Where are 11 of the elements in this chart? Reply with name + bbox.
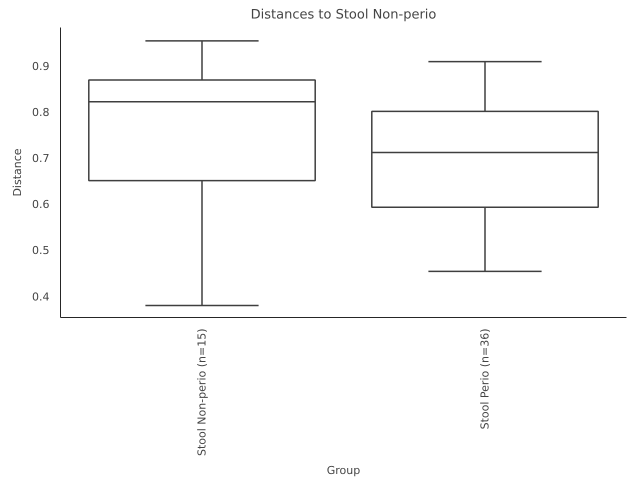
y-tick-label: 0.8	[32, 106, 50, 119]
y-axis-title: Distance	[11, 148, 24, 197]
x-tick-label: Stool Perio (n=36)	[478, 328, 492, 430]
y-tick-label: 0.5	[32, 244, 50, 258]
x-tick-label: Stool Non-perio (n=15)	[196, 328, 208, 456]
x-axis-title: Group	[326, 464, 360, 478]
y-tick-label: 0.6	[32, 198, 50, 212]
chart-title: Distances to Stool Non-perio	[250, 8, 436, 22]
y-tick-label: 0.9	[32, 60, 50, 73]
y-tick-label: 0.7	[32, 152, 50, 166]
y-tick-label: 0.4	[32, 290, 50, 304]
